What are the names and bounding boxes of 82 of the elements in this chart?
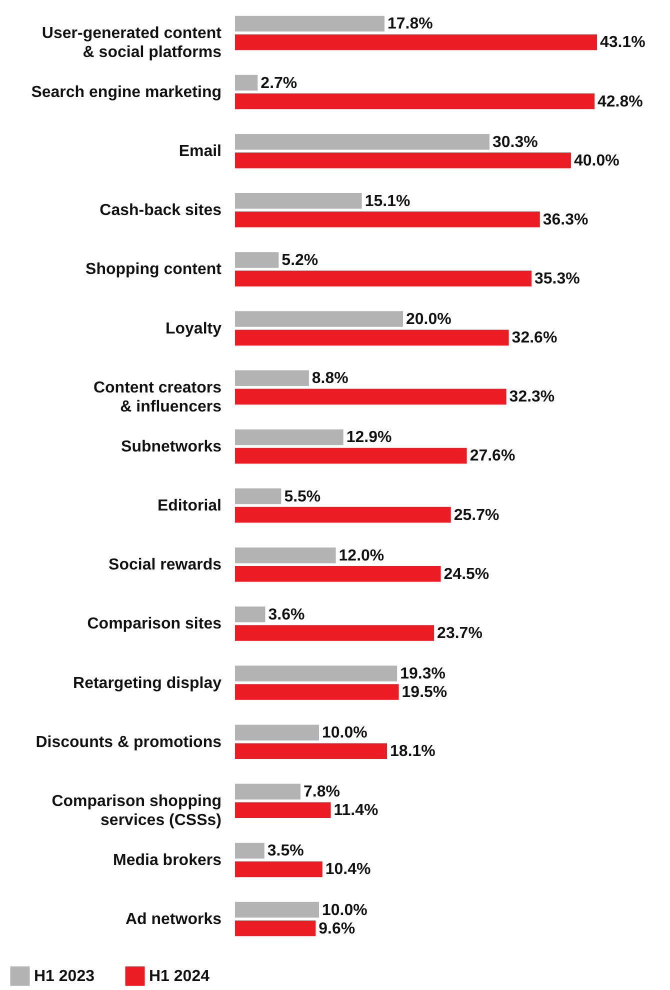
data-label: 30.3%	[492, 134, 538, 151]
bar	[235, 448, 467, 464]
y-tick-label: Discounts & promotions	[36, 734, 222, 751]
data-label: 10.0%	[322, 902, 368, 919]
bar	[235, 74, 258, 91]
data-label: 20.0%	[406, 311, 452, 328]
data-label: 8.8%	[312, 370, 348, 388]
bar	[235, 311, 403, 327]
bar	[235, 666, 398, 682]
bar	[235, 93, 594, 110]
data-label: 17.8%	[388, 16, 433, 33]
bar	[235, 606, 266, 622]
y-tick-label: Comparison shopping services (CSSs)	[52, 792, 222, 829]
data-label: 40.0%	[574, 152, 620, 170]
bar	[235, 152, 571, 168]
y-tick-label: Shopping content	[86, 261, 222, 278]
data-label: 19.3%	[400, 666, 446, 682]
data-label: 35.3%	[534, 270, 580, 288]
y-tick-label: Social rewards	[108, 556, 222, 574]
y-tick-label: User-generated content & social platforms	[42, 24, 222, 61]
y-tick-label: Email	[178, 143, 222, 160]
bar	[235, 193, 362, 209]
bar	[235, 566, 441, 582]
bar	[235, 212, 540, 228]
data-label: 9.6%	[318, 920, 356, 938]
bar	[235, 861, 322, 878]
bar	[235, 684, 399, 700]
bar	[235, 547, 336, 564]
data-label: 10.0%	[322, 724, 368, 742]
y-tick-label: Media brokers	[113, 852, 222, 869]
data-label: 5.5%	[284, 488, 321, 506]
data-label: 11.4%	[334, 802, 378, 820]
bar	[235, 902, 319, 918]
data-label: 12.0%	[338, 547, 384, 564]
data-label: 32.3%	[509, 388, 555, 406]
legend-label: H1 2023	[34, 968, 95, 986]
bar	[235, 134, 490, 150]
data-label: 15.1%	[364, 192, 410, 210]
data-label: 7.8%	[304, 784, 340, 801]
data-label: 25.7%	[454, 506, 500, 524]
bar	[235, 920, 316, 936]
data-label: 19.5%	[402, 684, 448, 702]
bar	[235, 488, 282, 504]
bar	[235, 270, 532, 286]
bar	[235, 388, 506, 405]
data-label: 10.4%	[325, 861, 371, 878]
bar	[235, 429, 344, 446]
bar	[235, 784, 301, 800]
y-tick-label: Content creators & influencers	[93, 379, 222, 416]
data-label: 42.8%	[597, 93, 643, 110]
bar	[235, 370, 309, 386]
data-label: 24.5%	[444, 566, 490, 583]
y-tick-label: Comparison sites	[87, 616, 222, 633]
y-tick-label: Editorial	[157, 498, 222, 515]
bar	[235, 724, 319, 740]
data-label: 36.3%	[542, 211, 588, 228]
data-label: 18.1%	[390, 743, 436, 760]
legend-label: H1 2024	[149, 968, 210, 986]
data-label: 32.6%	[512, 330, 558, 347]
data-label: 23.7%	[437, 624, 482, 642]
bar	[235, 330, 509, 346]
data-label: 12.9%	[346, 429, 392, 446]
bar	[235, 16, 385, 32]
data-label: 3.6%	[268, 606, 305, 624]
bar	[235, 743, 388, 759]
y-tick-label: Retargeting display	[73, 674, 222, 692]
bar	[235, 625, 434, 641]
bar	[235, 34, 597, 50]
y-tick-label: Cash-back sites	[100, 202, 222, 220]
bar	[235, 842, 264, 859]
y-tick-label: Subnetworks	[121, 438, 222, 456]
y-tick-label: Search engine marketing	[31, 84, 222, 102]
data-label: 5.2%	[282, 252, 318, 269]
data-label: 2.7%	[260, 74, 298, 92]
data-label: 3.5%	[267, 842, 304, 860]
data-label: 43.1%	[600, 34, 646, 52]
data-label: 27.6%	[470, 448, 516, 465]
y-tick-label: Ad networks	[125, 911, 222, 928]
bar	[235, 802, 331, 818]
bar	[235, 506, 451, 523]
y-tick-label: Loyalty	[165, 320, 222, 338]
bar	[235, 252, 279, 268]
